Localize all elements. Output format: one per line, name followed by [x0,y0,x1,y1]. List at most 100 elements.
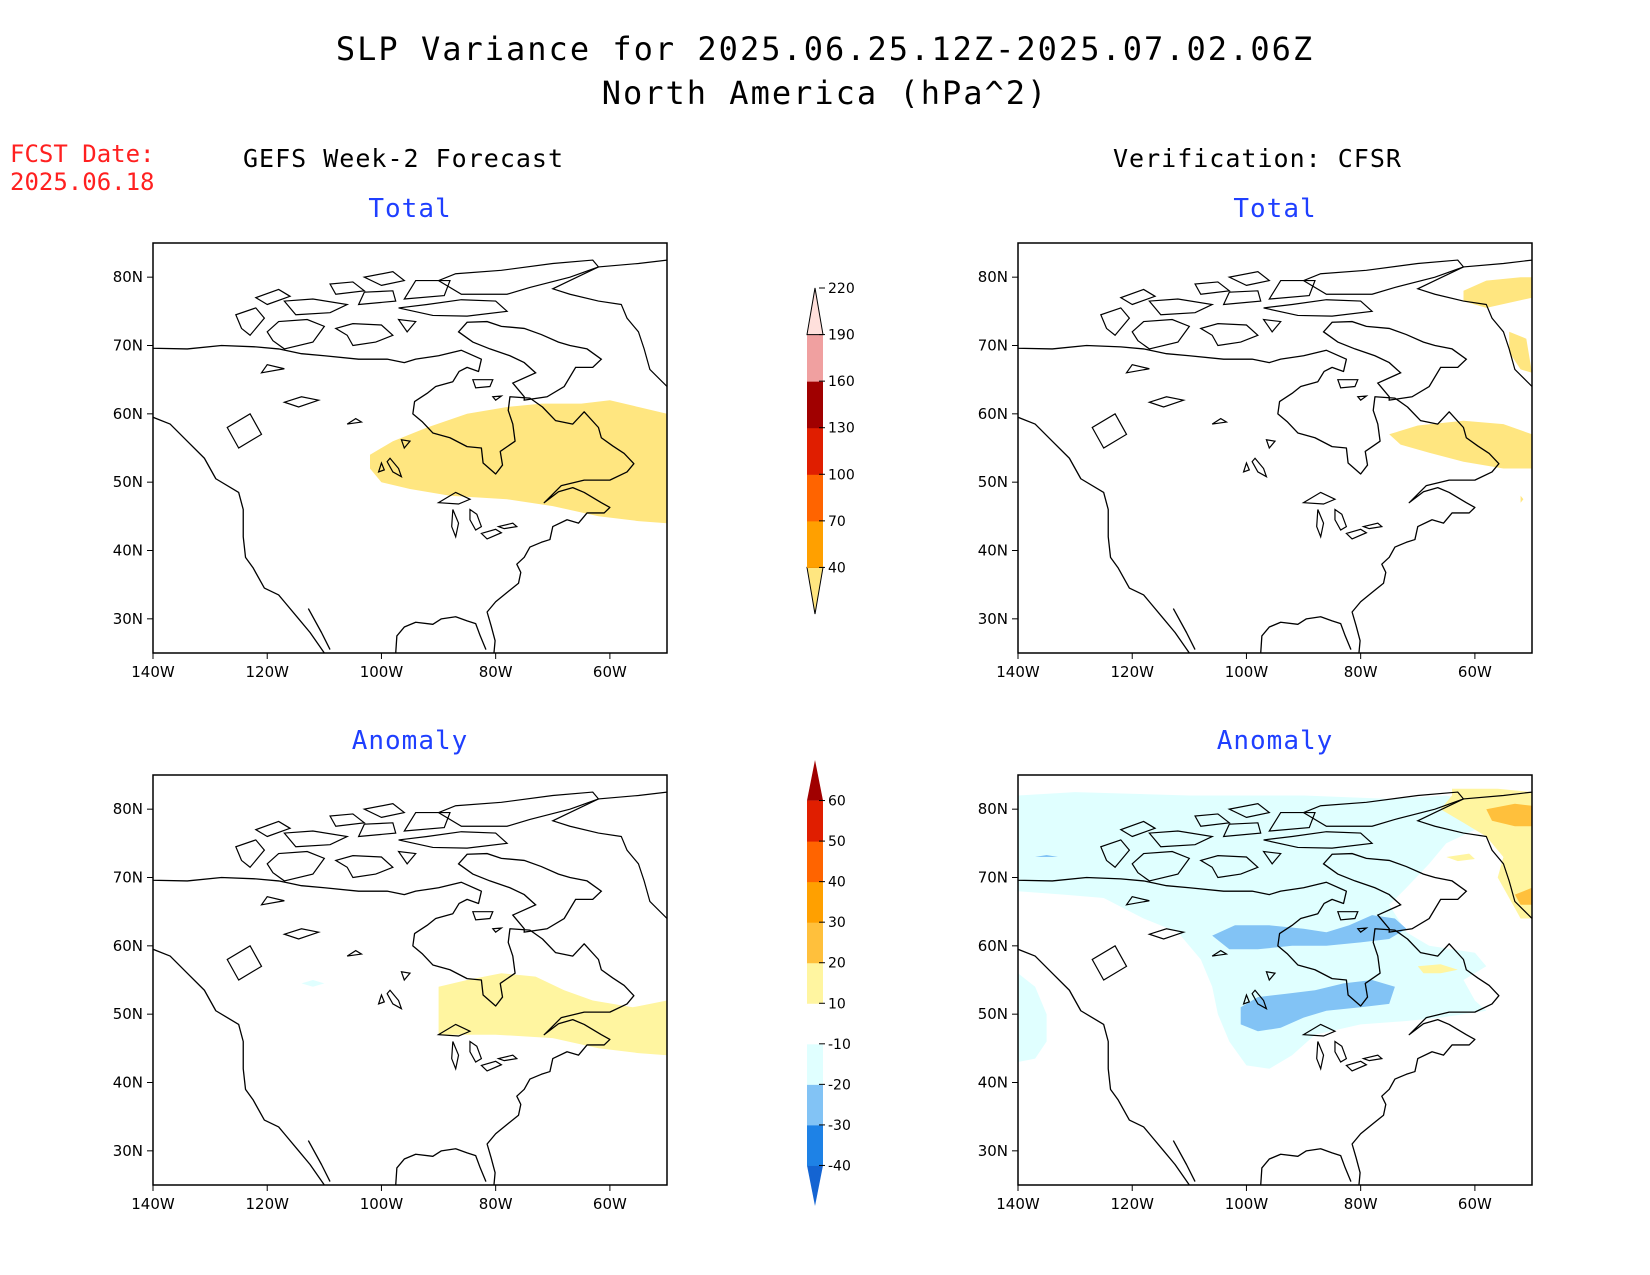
contour-fill-region [1018,973,1047,1062]
colorbar-anomaly: -40 -30 -20 -10 10 20 30 40 50 60 [807,760,851,1206]
colorbar-swatch [807,1003,823,1045]
lon-tick-label: 120W [1110,1195,1154,1213]
colorbar-label: -20 [828,1077,851,1093]
colorbar-swatch [807,474,823,522]
colorbar-label: 20 [828,956,846,972]
panel-verification-total: 140W 120W 100W 80W 60W 30N 40N 50N 60N 70N 80N [978,242,1533,681]
lon-tick-label: 100W [360,663,404,681]
lon-tick-label: 80W [1344,1195,1378,1213]
colorbar-label: 220 [828,281,855,297]
lat-tick-label: 50N [978,473,1008,491]
contour-fill-region [1035,855,1058,857]
figure-title-line1: SLP Variance for 2025.06.25.12Z-2025.07.… [335,30,1315,68]
lon-tick-label: 120W [245,663,289,681]
contour-fill-region [1446,853,1475,862]
colorbar-end-triangle [807,1165,823,1206]
panel-forecast-total: 140W 120W 100W 80W 60W 30N 40N 50N 60N 70N 80N [113,242,668,681]
lat-tick-label: 70N [978,869,1008,887]
colorbar-label: -30 [828,1118,851,1134]
right-section-title: Verification: CFSR [1113,144,1402,173]
colorbar-swatch [807,520,823,568]
lat-tick-label: 60N [978,405,1008,423]
lon-tick-label: 120W [1110,663,1154,681]
left-section-title: GEFS Week-2 Forecast [243,144,565,173]
fcst-date-value: 2025.06.18 [10,168,155,196]
colorbar-end-triangle [806,566,824,615]
contour-fill-region [301,980,325,987]
lon-tick-label: 80W [479,663,513,681]
colorbar-swatch [807,427,823,475]
colorbar-swatch [807,381,823,429]
lon-tick-label: 60W [1458,663,1492,681]
contour-fill-region [1509,331,1532,373]
colorbar-label: -40 [828,1158,851,1174]
contour-fill-region [1520,495,1524,503]
colorbar-label: 130 [828,421,855,437]
colorbar-swatch [807,881,823,923]
colorbar-label: 160 [828,374,855,390]
contour-fill-region [1240,980,1395,1032]
panel-title-verification-total: Total [1233,194,1317,224]
contour-fill-region [1417,964,1458,974]
contour-fill-region [1514,887,1532,905]
lon-tick-label: 80W [479,1195,513,1213]
colorbar-label: 40 [828,875,846,891]
lat-tick-label: 50N [113,1005,143,1023]
lat-tick-label: 40N [113,542,143,560]
lon-tick-label: 60W [593,663,627,681]
map-frame [152,774,668,1186]
colorbar-swatch [807,334,823,382]
lon-tick-label: 100W [360,1195,404,1213]
colorbar-label: 10 [828,996,846,1012]
colorbar-swatch [807,1084,823,1126]
map-frame [1017,774,1533,1186]
colorbar-end-triangle [806,287,824,336]
lat-tick-label: 80N [978,268,1008,286]
lat-tick-label: 40N [113,1074,143,1092]
map-frame [1017,242,1533,654]
lon-tick-label: 120W [245,1195,289,1213]
lat-tick-label: 50N [113,473,143,491]
contour-fill-region [370,400,667,524]
lat-tick-label: 30N [978,610,1008,628]
colorbar-total: 40 70 100 130 160 190 220 [806,281,855,615]
lat-tick-label: 40N [978,542,1008,560]
panel-verification-anomaly: 140W 120W 100W 80W 60W 30N 40N 50N 60N 70N 80N [978,774,1533,1213]
lat-tick-label: 80N [978,800,1008,818]
lat-tick-label: 60N [113,937,143,955]
contour-fill-region [1486,803,1532,827]
colorbar-label: 100 [828,467,855,483]
colorbar-label: 190 [828,328,855,344]
lon-tick-label: 60W [593,1195,627,1213]
colorbar-swatch [807,962,823,1004]
lat-tick-label: 70N [113,337,143,355]
lon-tick-label: 80W [1344,663,1378,681]
contour-fill-region [1389,420,1532,469]
lon-tick-label: 100W [1225,1195,1269,1213]
lon-tick-label: 140W [996,1195,1040,1213]
contour-fill-region [1212,915,1407,950]
lat-tick-label: 60N [978,937,1008,955]
colorbar-label: -10 [828,1037,851,1053]
lat-tick-label: 30N [978,1142,1008,1160]
lat-tick-label: 30N [113,1142,143,1160]
lon-tick-label: 140W [131,663,175,681]
colorbar-swatch [807,1043,823,1085]
fcst-date-block: FCST Date: 2025.06.18 [10,140,155,196]
panel-title-verification-anomaly: Anomaly [1216,726,1334,756]
lat-tick-label: 30N [113,610,143,628]
panel-title-forecast-total: Total [368,194,452,224]
colorbar-label: 70 [828,514,846,530]
panel-forecast-anomaly: 140W 120W 100W 80W 60W 30N 40N 50N 60N 70N 80N [113,774,668,1213]
figure-title-line2: North America (hPa^2) [601,74,1049,112]
lat-tick-label: 40N [978,1074,1008,1092]
lat-tick-label: 60N [113,405,143,423]
lon-tick-label: 140W [131,1195,175,1213]
lat-tick-label: 50N [978,1005,1008,1023]
lat-tick-label: 70N [113,869,143,887]
colorbar-swatch [807,841,823,883]
lon-tick-label: 100W [1225,663,1269,681]
contour-fill-region [438,973,667,1056]
colorbar-swatch [807,1124,823,1166]
